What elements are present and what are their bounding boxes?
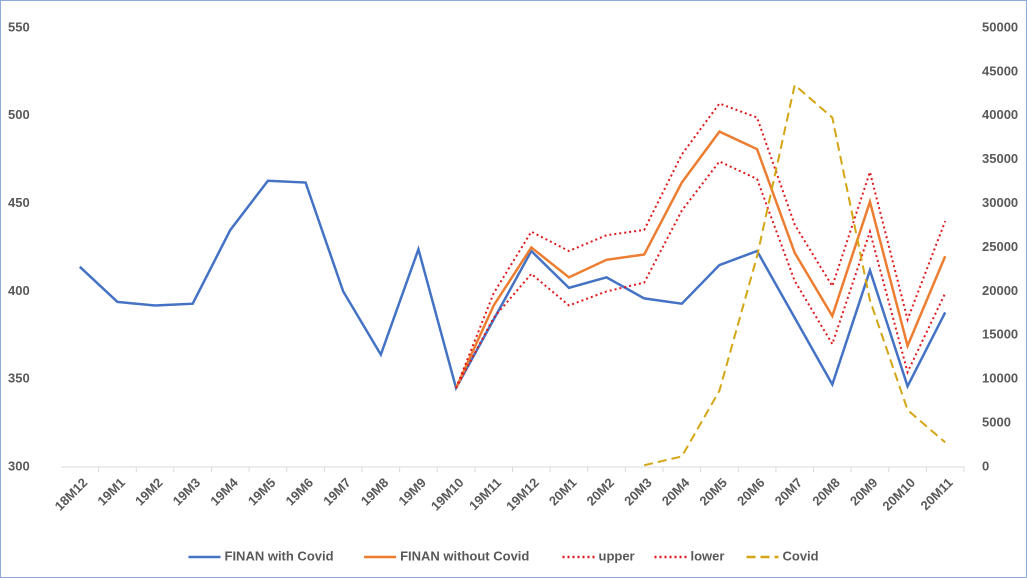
y2-tick-label: 25000 — [982, 239, 1018, 254]
y2-tick-label: 35000 — [982, 151, 1018, 166]
y2-tick-label: 15000 — [982, 327, 1018, 342]
legend-label: upper — [599, 548, 635, 563]
series-line — [455, 102, 947, 389]
legend-label: FINAN with Covid — [225, 548, 334, 563]
y2-tick-label: 30000 — [982, 195, 1018, 210]
series-line — [78, 179, 947, 392]
y-tick-label: 500 — [8, 107, 30, 122]
y2-tick-label: 45000 — [982, 63, 1018, 78]
legend-label: lower — [691, 548, 725, 563]
legend-label: FINAN without Covid — [400, 548, 529, 563]
y-tick-label: 450 — [8, 195, 30, 210]
series-line — [643, 83, 946, 467]
y2-tick-label: 0 — [982, 458, 989, 473]
y2-tick-label: 20000 — [982, 283, 1018, 298]
y-tick-label: 300 — [8, 458, 30, 473]
y2-tick-label: 10000 — [982, 371, 1018, 386]
y2-tick-label: 40000 — [982, 107, 1018, 122]
y2-tick-label: 5000 — [982, 415, 1011, 430]
y2-tick-label: 50000 — [982, 19, 1018, 34]
series-line — [455, 160, 947, 389]
series-line — [454, 130, 947, 389]
y-tick-label: 400 — [8, 283, 30, 298]
legend-label: Covid — [783, 548, 819, 563]
y-tick-label: 550 — [8, 19, 30, 34]
y-tick-label: 350 — [8, 371, 30, 386]
